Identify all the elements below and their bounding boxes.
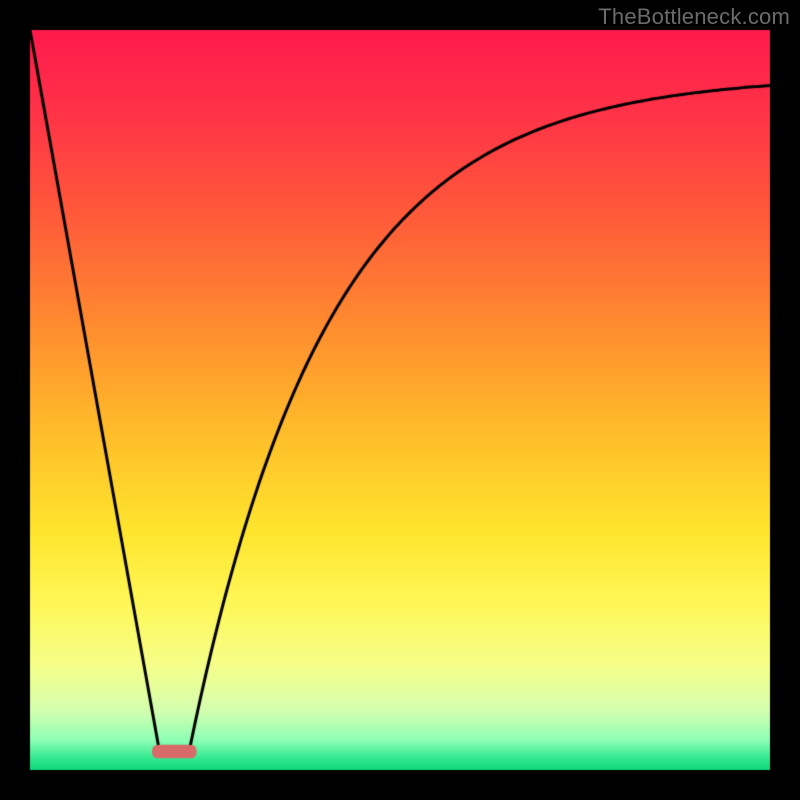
chart-container: TheBottleneck.com [0,0,800,800]
bottleneck-chart-canvas [0,0,800,800]
watermark-text: TheBottleneck.com [598,4,790,30]
